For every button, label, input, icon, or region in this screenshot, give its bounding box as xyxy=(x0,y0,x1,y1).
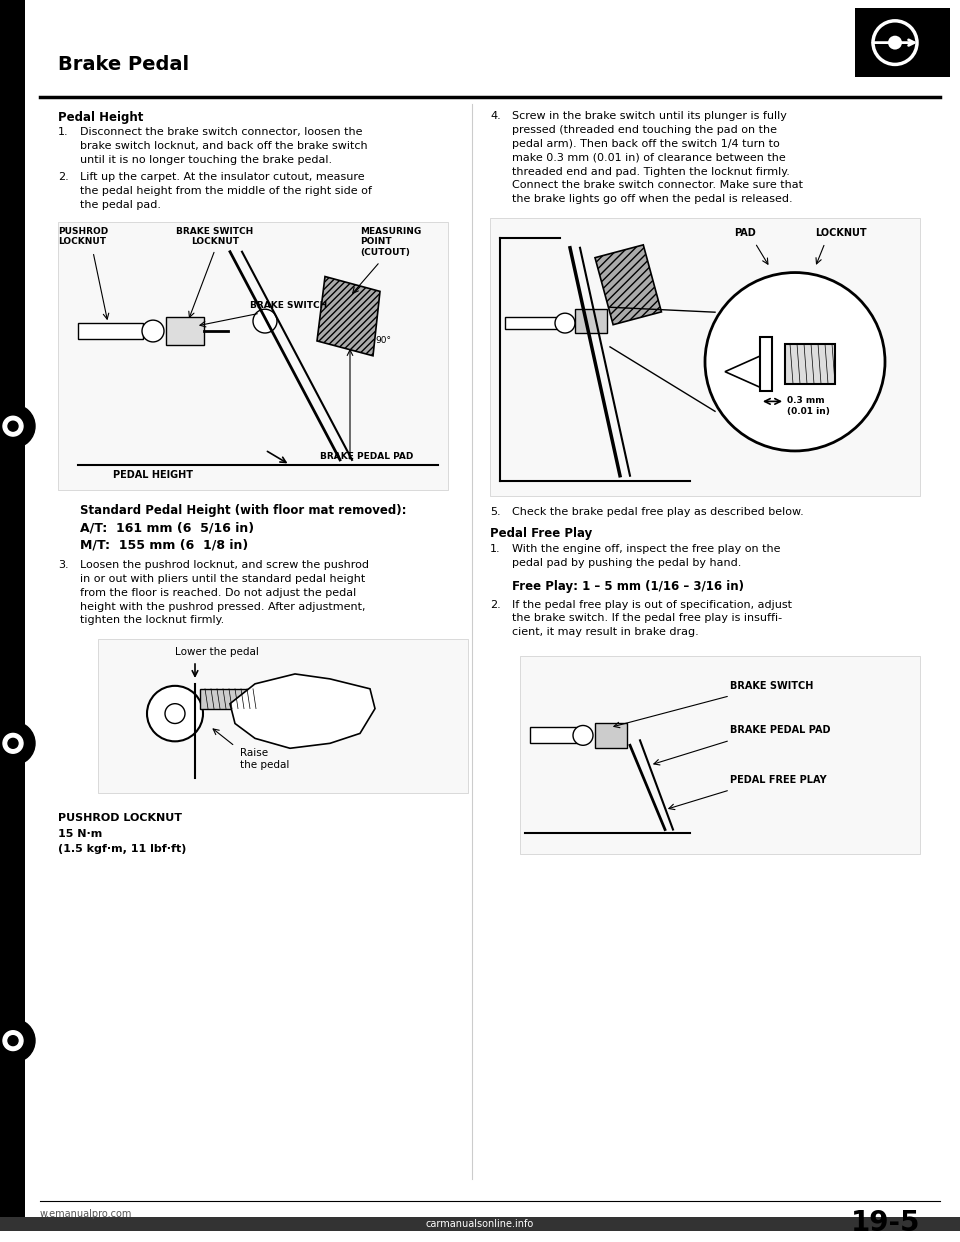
Text: Loosen the pushrod locknut, and screw the pushrod: Loosen the pushrod locknut, and screw th… xyxy=(80,560,369,570)
Circle shape xyxy=(0,405,35,448)
Bar xyxy=(200,689,260,709)
Text: 1.: 1. xyxy=(58,127,68,137)
Text: PEDAL HEIGHT: PEDAL HEIGHT xyxy=(113,469,193,479)
Bar xyxy=(520,656,920,854)
Text: carmanualsonline.info: carmanualsonline.info xyxy=(426,1218,534,1230)
Circle shape xyxy=(705,272,885,451)
Text: 15 N·m: 15 N·m xyxy=(58,828,103,838)
Text: brake switch locknut, and back off the brake switch: brake switch locknut, and back off the b… xyxy=(80,140,368,150)
Text: Raise
the pedal: Raise the pedal xyxy=(240,748,289,770)
Text: BRAKE SWITCH: BRAKE SWITCH xyxy=(250,302,327,310)
Text: PUSHROD
LOCKNUT: PUSHROD LOCKNUT xyxy=(58,227,108,246)
Text: Free Play: 1 – 5 mm (1/16 – 3/16 in): Free Play: 1 – 5 mm (1/16 – 3/16 in) xyxy=(512,580,744,592)
Text: 4.: 4. xyxy=(490,111,501,120)
Bar xyxy=(58,222,448,489)
Text: A/T:  161 mm (6  5/16 in): A/T: 161 mm (6 5/16 in) xyxy=(80,522,254,534)
Bar xyxy=(530,728,580,743)
Text: BRAKE SWITCH: BRAKE SWITCH xyxy=(730,681,813,691)
Text: Disconnect the brake switch connector, loosen the: Disconnect the brake switch connector, l… xyxy=(80,127,363,137)
Circle shape xyxy=(253,309,277,333)
Text: 2.: 2. xyxy=(58,173,69,183)
Text: Brake Pedal: Brake Pedal xyxy=(58,55,189,73)
Circle shape xyxy=(0,722,35,765)
Circle shape xyxy=(0,1018,35,1062)
Text: pedal arm). Then back off the switch 1/4 turn to: pedal arm). Then back off the switch 1/4… xyxy=(512,139,780,149)
Text: 5.: 5. xyxy=(490,508,500,518)
Circle shape xyxy=(3,416,23,436)
Text: until it is no longer touching the brake pedal.: until it is no longer touching the brake… xyxy=(80,154,332,165)
Text: from the floor is reached. Do not adjust the pedal: from the floor is reached. Do not adjust… xyxy=(80,587,356,597)
Circle shape xyxy=(573,725,593,745)
Text: pressed (threaded end touching the pad on the: pressed (threaded end touching the pad o… xyxy=(512,125,777,135)
Text: cient, it may result in brake drag.: cient, it may result in brake drag. xyxy=(512,627,699,637)
Text: the brake lights go off when the pedal is released.: the brake lights go off when the pedal i… xyxy=(512,194,793,204)
Text: Standard Pedal Height (with floor mat removed):: Standard Pedal Height (with floor mat re… xyxy=(80,504,406,518)
Text: LOCKNUT: LOCKNUT xyxy=(815,229,867,238)
Text: w.emanualpro.com: w.emanualpro.com xyxy=(40,1210,132,1220)
Text: If the pedal free play is out of specification, adjust: If the pedal free play is out of specifi… xyxy=(512,600,792,610)
Bar xyxy=(98,640,468,792)
Text: Pedal Height: Pedal Height xyxy=(58,111,143,124)
Bar xyxy=(855,7,950,77)
Text: M/T:  155 mm (6  1/8 in): M/T: 155 mm (6 1/8 in) xyxy=(80,538,249,551)
Text: height with the pushrod pressed. After adjustment,: height with the pushrod pressed. After a… xyxy=(80,601,366,611)
Bar xyxy=(595,723,627,748)
Text: tighten the locknut firmly.: tighten the locknut firmly. xyxy=(80,616,225,626)
Text: pedal pad by pushing the pedal by hand.: pedal pad by pushing the pedal by hand. xyxy=(512,558,741,568)
Text: 1.: 1. xyxy=(490,544,500,554)
Bar xyxy=(166,317,204,345)
Text: PUSHROD LOCKNUT: PUSHROD LOCKNUT xyxy=(58,812,182,822)
Text: 0.3 mm
(0.01 in): 0.3 mm (0.01 in) xyxy=(787,396,829,416)
Polygon shape xyxy=(725,354,765,390)
Text: 19-5: 19-5 xyxy=(851,1210,920,1237)
Bar xyxy=(595,245,661,324)
Text: 3.: 3. xyxy=(58,560,68,570)
Text: Pedal Free Play: Pedal Free Play xyxy=(490,528,592,540)
Text: PAD: PAD xyxy=(734,229,756,238)
Polygon shape xyxy=(230,674,375,748)
Text: Check the brake pedal free play as described below.: Check the brake pedal free play as descr… xyxy=(512,508,804,518)
Text: BRAKE SWITCH
LOCKNUT: BRAKE SWITCH LOCKNUT xyxy=(177,227,253,246)
Bar xyxy=(760,337,772,391)
Text: the brake switch. If the pedal free play is insuffi-: the brake switch. If the pedal free play… xyxy=(512,614,782,623)
Text: in or out with pliers until the standard pedal height: in or out with pliers until the standard… xyxy=(80,574,365,584)
Text: Connect the brake switch connector. Make sure that: Connect the brake switch connector. Make… xyxy=(512,180,803,190)
Bar xyxy=(505,317,560,329)
Text: 90°: 90° xyxy=(375,337,391,345)
Text: (1.5 kgf·m, 11 lbf·ft): (1.5 kgf·m, 11 lbf·ft) xyxy=(58,845,186,854)
Text: the pedal height from the middle of the right side of: the pedal height from the middle of the … xyxy=(80,186,372,196)
Circle shape xyxy=(8,738,18,748)
Polygon shape xyxy=(317,277,380,355)
Bar xyxy=(490,219,920,496)
Circle shape xyxy=(888,36,902,50)
Text: BRAKE PEDAL PAD: BRAKE PEDAL PAD xyxy=(320,452,414,461)
Text: Lower the pedal: Lower the pedal xyxy=(175,647,259,657)
Circle shape xyxy=(3,1031,23,1051)
Bar xyxy=(575,309,607,333)
Circle shape xyxy=(8,421,18,431)
Text: 2.: 2. xyxy=(490,600,501,610)
Text: Screw in the brake switch until its plunger is fully: Screw in the brake switch until its plun… xyxy=(512,111,787,120)
Text: the pedal pad.: the pedal pad. xyxy=(80,200,161,210)
Bar xyxy=(78,323,143,339)
Text: BRAKE PEDAL PAD: BRAKE PEDAL PAD xyxy=(730,725,830,735)
Text: make 0.3 mm (0.01 in) of clearance between the: make 0.3 mm (0.01 in) of clearance betwe… xyxy=(512,153,785,163)
Circle shape xyxy=(555,313,575,333)
Text: With the engine off, inspect the free play on the: With the engine off, inspect the free pl… xyxy=(512,544,780,554)
Text: MEASURING
POINT
(CUTOUT): MEASURING POINT (CUTOUT) xyxy=(360,227,421,257)
Text: PEDAL FREE PLAY: PEDAL FREE PLAY xyxy=(730,775,827,785)
Circle shape xyxy=(142,320,164,342)
Bar xyxy=(785,344,835,384)
Circle shape xyxy=(8,1036,18,1046)
Bar xyxy=(0,0,25,1231)
Bar xyxy=(0,1217,960,1231)
Circle shape xyxy=(165,704,185,724)
Circle shape xyxy=(3,734,23,753)
Circle shape xyxy=(147,686,203,741)
Text: Lift up the carpet. At the insulator cutout, measure: Lift up the carpet. At the insulator cut… xyxy=(80,173,365,183)
Text: threaded end and pad. Tighten the locknut firmly.: threaded end and pad. Tighten the locknu… xyxy=(512,166,790,176)
